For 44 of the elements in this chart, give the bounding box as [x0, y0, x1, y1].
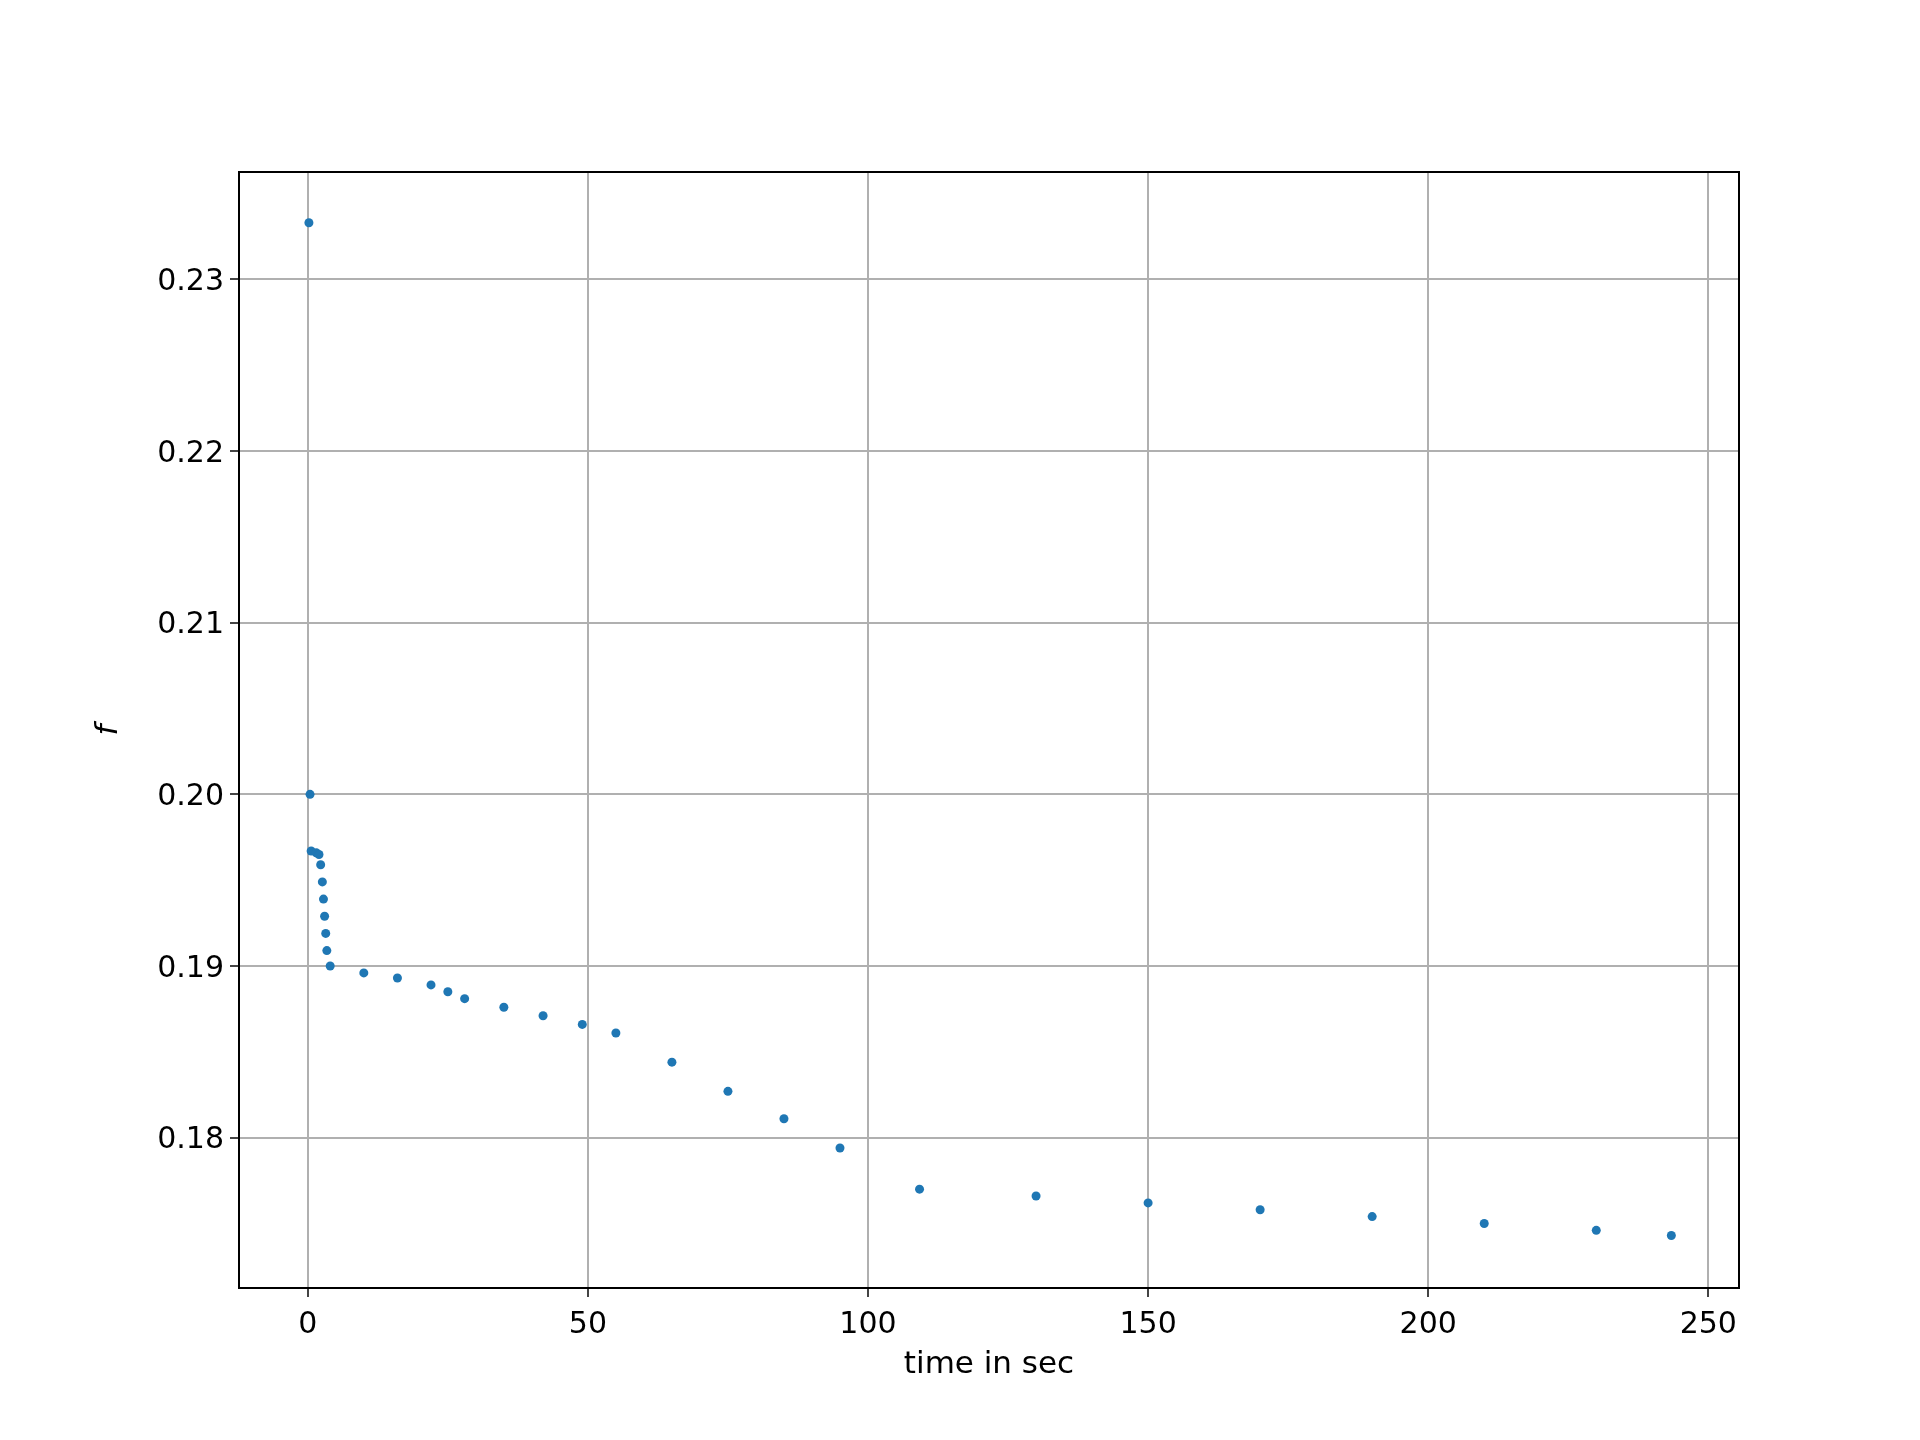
point — [316, 860, 326, 870]
point — [835, 1143, 845, 1153]
point — [1666, 1231, 1676, 1241]
point — [577, 1019, 587, 1029]
x-axis-title: time in sec — [903, 1343, 1075, 1380]
point — [317, 877, 327, 887]
x-tick-label: 200 — [1399, 1305, 1457, 1340]
y-tick-label: 0.19 — [157, 948, 224, 984]
point — [1479, 1218, 1489, 1228]
x-tick-label: 50 — [568, 1305, 607, 1340]
point — [667, 1057, 677, 1067]
point — [538, 1011, 548, 1021]
point — [1591, 1225, 1601, 1235]
point — [305, 789, 315, 799]
point — [392, 973, 402, 983]
point — [1031, 1191, 1041, 1201]
point — [443, 987, 453, 997]
point — [1255, 1205, 1265, 1215]
point — [1143, 1198, 1153, 1208]
x-tick-label: 100 — [839, 1305, 897, 1340]
x-tick-label: 0 — [298, 1305, 318, 1340]
point — [321, 928, 331, 938]
x-tick-label: 250 — [1679, 1305, 1737, 1340]
y-tick-label: 0.23 — [157, 261, 224, 297]
point — [320, 911, 330, 921]
point — [325, 961, 335, 971]
point — [723, 1086, 733, 1096]
point — [318, 894, 328, 904]
y-tick-label: 0.21 — [157, 605, 224, 641]
point — [322, 946, 332, 956]
point — [359, 968, 369, 978]
x-tick-label: 150 — [1119, 1305, 1177, 1340]
point — [304, 218, 314, 228]
point — [460, 994, 470, 1004]
point — [426, 980, 436, 990]
y-tick-label: 0.22 — [157, 433, 224, 469]
point — [1367, 1212, 1377, 1222]
point — [779, 1114, 789, 1124]
y-axis-title: f — [88, 720, 125, 736]
point — [499, 1002, 509, 1012]
y-tick-label: 0.18 — [157, 1120, 224, 1156]
point — [611, 1028, 621, 1038]
point — [915, 1184, 925, 1194]
y-tick-label: 0.20 — [157, 776, 224, 812]
